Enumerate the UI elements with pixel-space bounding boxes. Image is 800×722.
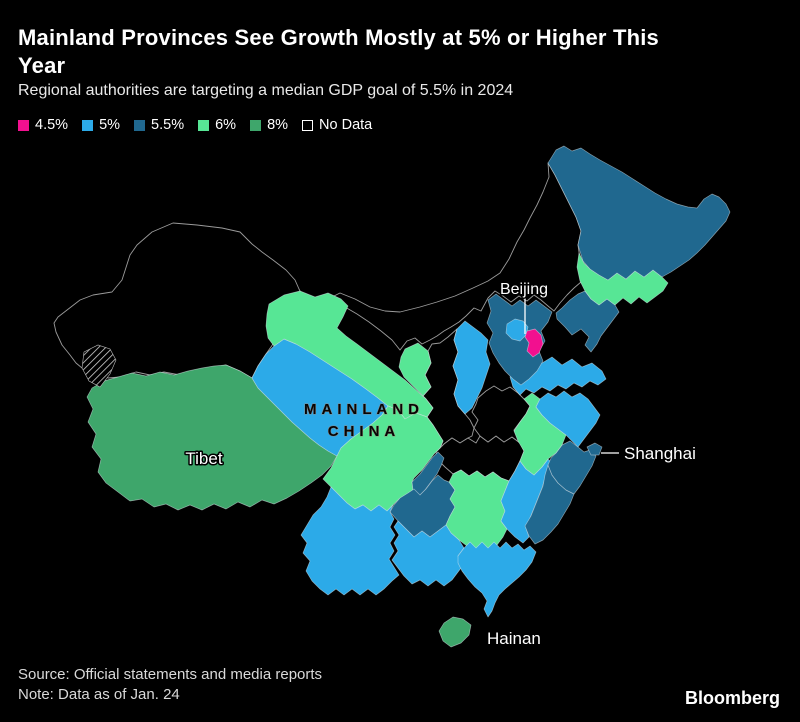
legend-swatch-4-5pct	[18, 119, 29, 131]
province-shanghai	[586, 442, 603, 456]
beijing-label: Beijing	[500, 281, 548, 298]
province-ningxia	[398, 342, 432, 397]
province-jiangsu	[535, 390, 601, 448]
title-line1: Mainland Provinces See Growth Mostly at …	[18, 25, 659, 50]
tibet-label: Tibet	[185, 449, 222, 468]
note-text: Note: Data as of Jan. 24	[18, 686, 180, 703]
mainland-china-label-line2: CHINA	[328, 423, 401, 440]
legend: 4.5% 5% 5.5% 6% 8% No Data	[18, 117, 372, 133]
province-gansu	[265, 290, 434, 420]
legend-label: 4.5%	[35, 117, 69, 133]
chart-subtitle: Regional authorities are targeting a med…	[18, 82, 514, 99]
page-title: Mainland Provinces See Growth Mostly at …	[18, 24, 778, 80]
legend-label: No Data	[319, 117, 373, 133]
legend-item: 4.5%	[18, 117, 68, 133]
hainan-label: Hainan	[487, 629, 541, 648]
legend-swatch-no-data	[302, 119, 314, 131]
legend-label: 5%	[99, 117, 121, 133]
province-zhejiang	[547, 440, 597, 495]
bloomberg-logo: Bloomberg	[684, 688, 780, 708]
province-shanxi	[452, 320, 491, 415]
legend-swatch-8pct	[250, 119, 262, 131]
legend-item: 6%	[198, 117, 236, 133]
legend-item: No Data	[302, 117, 372, 133]
china-choropleth-map: Beijing Shanghai Tibet Hainan MAINLAND C…	[53, 145, 731, 650]
legend-swatch-5pct	[82, 119, 94, 131]
legend-swatch-6pct	[198, 119, 210, 131]
mainland-china-label-line1: MAINLAND	[304, 401, 424, 418]
legend-item: 8%	[250, 117, 288, 133]
province-hainan	[438, 616, 472, 648]
province-guangdong	[457, 541, 537, 618]
legend-swatch-5-5pct	[134, 119, 146, 131]
legend-item: 5%	[82, 117, 120, 133]
province-inner-mongolia	[321, 162, 582, 351]
province-hunan	[445, 469, 510, 559]
hatched-disputed-area	[81, 344, 117, 388]
legend-label: 5.5%	[151, 117, 185, 133]
province-yunnan	[300, 486, 400, 596]
title-line2: Year	[18, 53, 66, 78]
legend-label: 6%	[215, 117, 237, 133]
source-text: Source: Official statements and media re…	[18, 666, 323, 683]
province-tianjin	[524, 328, 544, 358]
legend-label: 8%	[267, 117, 289, 133]
province-heilongjiang	[547, 145, 731, 281]
legend-item: 5.5%	[134, 117, 184, 133]
shanghai-label: Shanghai	[624, 444, 696, 463]
province-tibet	[86, 364, 338, 511]
